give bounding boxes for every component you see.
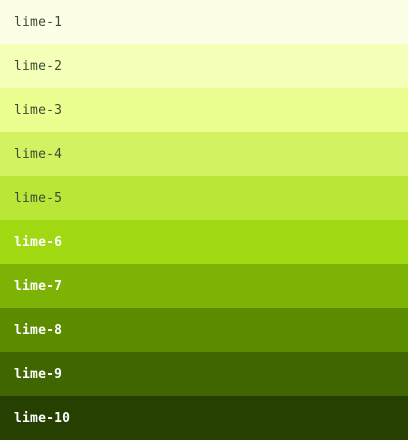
swatch-label: lime-10: [14, 410, 71, 426]
swatch-label: lime-2: [14, 58, 63, 74]
swatch-label: lime-5: [14, 190, 63, 206]
swatch-label: lime-3: [14, 102, 63, 118]
swatch-lime-7: lime-7: [0, 264, 408, 308]
swatch-lime-3: lime-3: [0, 88, 408, 132]
swatch-label: lime-4: [14, 146, 63, 162]
swatch-lime-8: lime-8: [0, 308, 408, 352]
swatch-lime-10: lime-10: [0, 396, 408, 440]
swatch-label: lime-6: [14, 234, 63, 250]
swatch-label: lime-9: [14, 366, 63, 382]
swatch-label: lime-7: [14, 278, 63, 294]
swatch-label: lime-1: [14, 14, 63, 30]
swatch-lime-1: lime-1: [0, 0, 408, 44]
swatch-label: lime-8: [14, 322, 63, 338]
swatch-lime-2: lime-2: [0, 44, 408, 88]
swatch-lime-5: lime-5: [0, 176, 408, 220]
swatch-lime-6: lime-6: [0, 220, 408, 264]
swatch-lime-9: lime-9: [0, 352, 408, 396]
swatch-lime-4: lime-4: [0, 132, 408, 176]
